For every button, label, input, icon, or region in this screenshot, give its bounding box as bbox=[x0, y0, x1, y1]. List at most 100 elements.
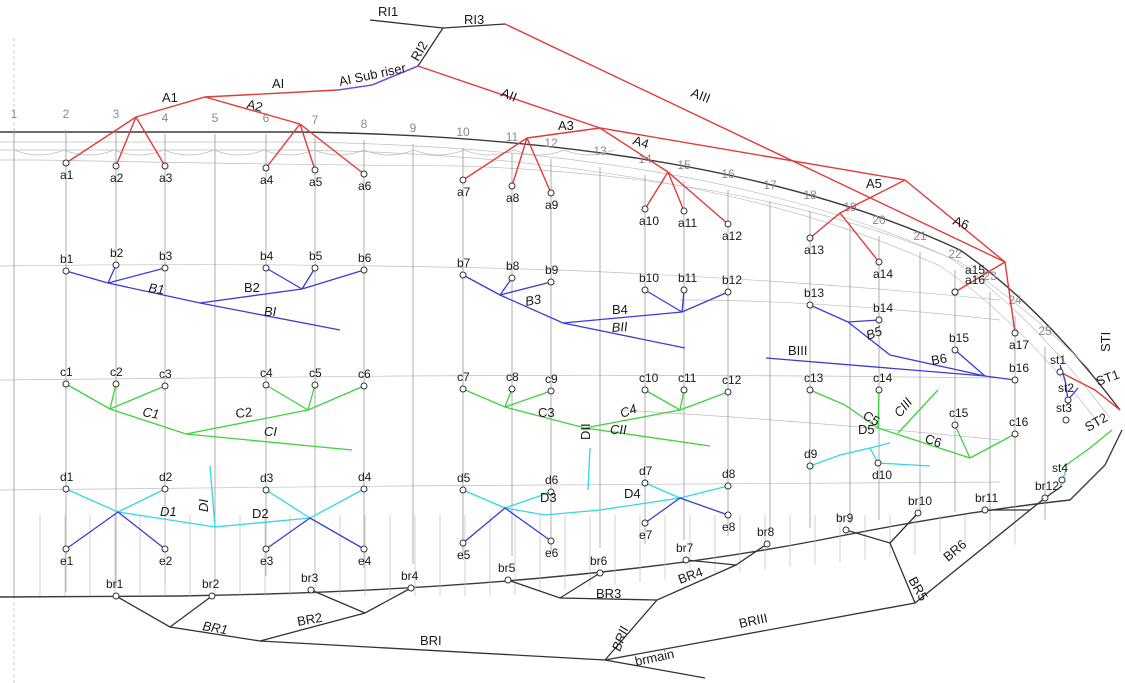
node-label-br5: br5 bbox=[498, 561, 516, 575]
node-c11 bbox=[680, 386, 688, 394]
node-label-b4: b4 bbox=[260, 249, 274, 263]
column-number-21: 21 bbox=[913, 229, 927, 243]
node-c5 bbox=[311, 381, 319, 389]
node-b9 bbox=[547, 278, 555, 286]
node-label-br11: br11 bbox=[975, 491, 998, 505]
branch-label-BI: BI bbox=[264, 304, 277, 319]
hull-outline bbox=[0, 131, 1123, 598]
branch-label-D4: D4 bbox=[624, 486, 641, 501]
branch-label-B1: B1 bbox=[148, 280, 166, 297]
node-br8 bbox=[763, 540, 771, 548]
node-label-b7: b7 bbox=[457, 256, 471, 270]
node-b6 bbox=[360, 266, 368, 274]
branch-label-A6: A6 bbox=[951, 213, 971, 233]
node-label-c1: c1 bbox=[60, 365, 73, 379]
node-label-a16: a16 bbox=[965, 273, 985, 287]
node-a14 bbox=[875, 258, 883, 266]
node-e4 bbox=[360, 545, 368, 553]
node-a7 bbox=[459, 176, 467, 184]
node-d4 bbox=[360, 485, 368, 493]
node-label-e3: e3 bbox=[260, 554, 274, 568]
node-c6 bbox=[360, 382, 368, 390]
node-b13 bbox=[806, 301, 814, 309]
node-a1 bbox=[62, 159, 70, 167]
node-label-br4: br4 bbox=[401, 569, 419, 583]
node-label-d10: d10 bbox=[872, 468, 892, 482]
node-label-br1: br1 bbox=[106, 577, 124, 591]
branch-label-A1: A1 bbox=[162, 90, 178, 105]
column-number-8: 8 bbox=[361, 117, 368, 131]
node-b8 bbox=[508, 274, 516, 282]
column-number-1: 1 bbox=[11, 107, 18, 121]
column-number-9: 9 bbox=[410, 121, 417, 135]
node-label-e2: e2 bbox=[159, 554, 173, 568]
column-number-2: 2 bbox=[63, 107, 70, 121]
node-label-e8: e8 bbox=[722, 520, 736, 534]
node-b5 bbox=[311, 264, 319, 272]
branch-label-B5: B5 bbox=[864, 323, 885, 343]
node-e1 bbox=[62, 545, 70, 553]
node-label-c9: c9 bbox=[545, 372, 558, 386]
node-label-a11: a11 bbox=[678, 216, 697, 230]
node-d3 bbox=[262, 486, 270, 494]
node-c8 bbox=[508, 385, 516, 393]
node-label-a8: a8 bbox=[506, 191, 520, 205]
column-number-4: 4 bbox=[162, 111, 169, 125]
node-a6 bbox=[360, 170, 368, 178]
node-label-e7: e7 bbox=[639, 528, 653, 542]
node-label-a9: a9 bbox=[545, 198, 559, 212]
node-label-a2: a2 bbox=[110, 171, 124, 185]
column-number-10: 10 bbox=[456, 125, 470, 139]
node-label-b14: b14 bbox=[873, 301, 893, 315]
node-c2 bbox=[112, 380, 120, 388]
branch-label-C2: C2 bbox=[235, 404, 253, 421]
branch-label-BII: BII bbox=[611, 319, 628, 335]
branch-label-AIII: AIII bbox=[689, 85, 713, 106]
node-label-e5: e5 bbox=[457, 548, 471, 562]
column-number-19: 19 bbox=[843, 200, 857, 214]
node-c7 bbox=[459, 385, 467, 393]
branch-label-C5: C5 bbox=[861, 408, 883, 429]
node-br4 bbox=[407, 584, 415, 592]
node-br6 bbox=[596, 569, 604, 577]
node-br12 bbox=[1041, 494, 1049, 502]
branch-label-STI: STI bbox=[1098, 332, 1113, 352]
node-label-st4: st4 bbox=[1052, 461, 1068, 475]
node-c15 bbox=[951, 421, 959, 429]
node-b16 bbox=[1011, 376, 1019, 384]
node-label-d7: d7 bbox=[639, 464, 653, 478]
branch-label-CIII: CIII bbox=[891, 394, 916, 419]
node-label-br10: br10 bbox=[908, 494, 932, 508]
node-label-d2: d2 bbox=[159, 470, 173, 484]
node-label-c5: c5 bbox=[309, 366, 322, 380]
node-a9 bbox=[547, 189, 555, 197]
branch-label-D2: D2 bbox=[252, 506, 269, 521]
column-number-20: 20 bbox=[872, 213, 886, 227]
column-number-16: 16 bbox=[721, 167, 735, 181]
column-number-18: 18 bbox=[803, 188, 817, 202]
node-label-a12: a12 bbox=[722, 229, 742, 243]
branch-label-BR3: BR3 bbox=[596, 586, 621, 601]
column-number-6: 6 bbox=[263, 111, 270, 125]
node-br11 bbox=[981, 506, 989, 514]
branch-label-BIII: BIII bbox=[788, 343, 808, 358]
node-b2 bbox=[112, 261, 120, 269]
node-label-c7: c7 bbox=[457, 370, 470, 384]
node-a16 bbox=[951, 288, 959, 296]
node-a2 bbox=[112, 162, 120, 170]
branch-label-brmain: brmain bbox=[634, 646, 676, 669]
node-label-a5: a5 bbox=[309, 175, 323, 189]
branch-label-C6: C6 bbox=[923, 431, 944, 451]
node-e3 bbox=[262, 545, 270, 553]
node-b11 bbox=[680, 286, 688, 294]
node-label-c13: c13 bbox=[804, 371, 824, 385]
column-number-5: 5 bbox=[212, 111, 219, 125]
branch-label-RI1: RI1 bbox=[378, 4, 398, 19]
br-network bbox=[115, 485, 1063, 679]
node-br2 bbox=[208, 592, 216, 600]
node-b12 bbox=[724, 288, 732, 296]
branch-label-CI: CI bbox=[264, 424, 277, 439]
branch-label-D5: D5 bbox=[858, 422, 875, 437]
